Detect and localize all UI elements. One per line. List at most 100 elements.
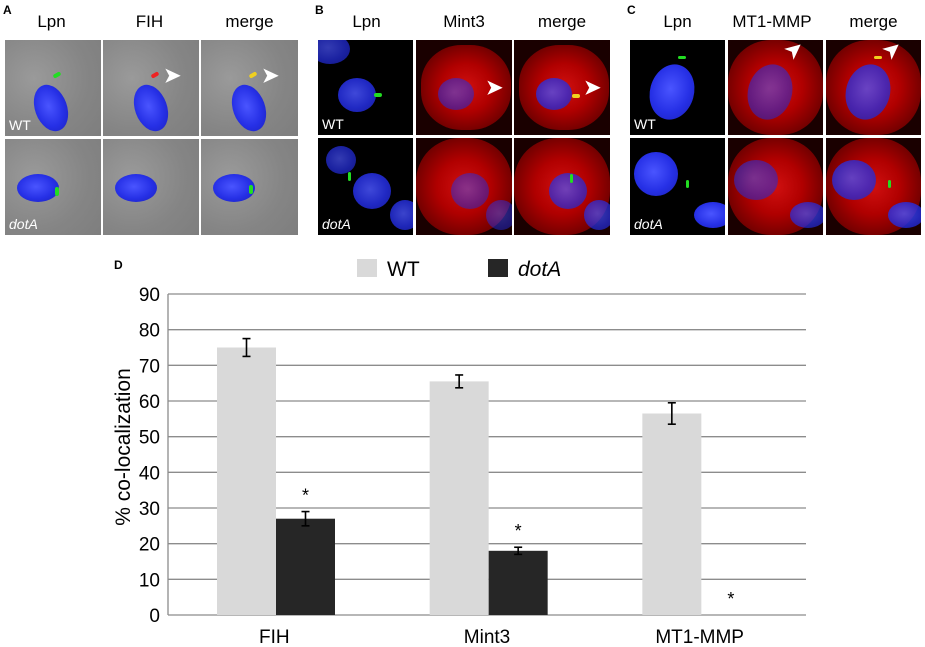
- significance-asterisk: *: [515, 521, 522, 541]
- micrograph-b-dota-lpn: dotA: [318, 138, 413, 235]
- legend-label: WT: [387, 258, 420, 281]
- micrograph-a-dota-fih: [103, 139, 199, 235]
- nucleus: [353, 173, 391, 209]
- micrograph-c-wt-lpn: WT: [630, 40, 725, 135]
- bacterium-spot: [248, 71, 258, 79]
- panel-letter-d: D: [114, 258, 123, 272]
- legend-label: dotA: [518, 258, 561, 281]
- nucleus: [734, 160, 778, 200]
- panel-letter-a: A: [3, 3, 12, 17]
- micrograph-b-wt-merge: ➤: [514, 40, 610, 135]
- col-label-a-merge: merge: [225, 12, 274, 31]
- nucleus: [790, 202, 823, 228]
- col-label-b-merge: merge: [537, 12, 587, 31]
- nucleus: [225, 79, 273, 136]
- row-label-dota: dotA: [9, 216, 38, 232]
- bacterium-spot: [150, 71, 160, 79]
- nucleus: [390, 200, 413, 230]
- y-tick-label: 10: [139, 570, 160, 591]
- nucleus: [584, 200, 610, 230]
- error-bar: [514, 546, 523, 556]
- nucleus: [451, 173, 489, 209]
- y-tick-label: 0: [149, 606, 160, 627]
- bacterium-spot: [55, 187, 59, 196]
- y-tick-label: 40: [139, 463, 160, 484]
- nucleus: [338, 78, 376, 112]
- nucleus: [438, 78, 474, 110]
- bacterium-spot: [570, 174, 573, 183]
- y-tick-labels: 0 10 20 30 40 50 60 70 80 90: [139, 285, 160, 627]
- bar-dota-mint3: [488, 550, 548, 615]
- row-label-wt: WT: [322, 116, 344, 132]
- nucleus: [832, 160, 876, 200]
- nucleus: [694, 202, 725, 228]
- micrograph-b-wt-lpn: WT: [318, 40, 413, 135]
- bar-wt-mt1-mmp: [642, 413, 702, 615]
- col-label-a-fih: FIH: [135, 12, 164, 31]
- legend-swatch: [488, 259, 508, 277]
- x-tick-label: Mint3: [464, 627, 510, 647]
- legend-swatch: [357, 259, 377, 277]
- micrograph-a-dota-merge: [201, 139, 298, 235]
- row-label-wt: WT: [634, 116, 656, 132]
- col-label-b-mint3: Mint3: [443, 12, 485, 31]
- y-tick-label: 20: [139, 535, 160, 556]
- bacterium-spot: [348, 172, 351, 181]
- row-label-dota: dotA: [322, 216, 351, 232]
- nucleus: [634, 152, 678, 196]
- y-tick-label: 30: [139, 499, 160, 520]
- chart-bars: * * *: [217, 337, 734, 615]
- x-tick-labels: FIH Mint3 MT1-MMP: [259, 627, 744, 647]
- col-label-a-lpn: Lpn: [37, 12, 66, 31]
- micrograph-c-wt-mt1mmp: ➤: [728, 40, 823, 135]
- bacterium-spot: [686, 180, 689, 188]
- bacterium-spot: [874, 56, 882, 59]
- col-label-c-merge: merge: [849, 12, 898, 31]
- arrow-icon: ➤: [486, 77, 503, 99]
- error-bar: [667, 401, 676, 425]
- micrograph-c-dota-lpn: dotA: [630, 138, 725, 235]
- error-bar: [242, 337, 251, 358]
- col-label-b-lpn: Lpn: [352, 12, 381, 31]
- nucleus: [213, 174, 255, 202]
- micrograph-b-dota-merge: [514, 138, 610, 235]
- micrograph-a-wt-fih: ➤: [103, 40, 199, 136]
- nucleus: [326, 146, 356, 174]
- nucleus: [486, 200, 512, 230]
- nucleus: [115, 174, 157, 202]
- micrograph-c-dota-mt1mmp: [728, 138, 823, 235]
- panel-letter-c: C: [627, 3, 636, 17]
- micrograph-a-dota-lpn: dotA: [5, 139, 101, 235]
- nucleus: [549, 173, 587, 209]
- nucleus: [888, 202, 921, 228]
- bacterium-spot: [374, 93, 382, 97]
- bacterium-spot: [888, 180, 891, 188]
- nucleus: [127, 79, 175, 136]
- chart-legend: WT dotA: [357, 258, 561, 281]
- bar-wt-mint3: [429, 381, 489, 615]
- error-bar: [455, 374, 464, 389]
- colocalization-bar-chart: WT dotA 0 10 20 30 40 50 60 70 80 90 * * * FIH Mint3 M…: [112, 258, 806, 647]
- micrograph-a-wt-merge: ➤: [201, 40, 298, 136]
- significance-asterisk: *: [727, 589, 734, 609]
- micrograph-a-wt-lpn: WT: [5, 40, 101, 136]
- error-bar: [301, 510, 310, 527]
- x-tick-label: MT1-MMP: [655, 627, 744, 647]
- y-tick-label: 70: [139, 356, 160, 377]
- arrow-icon: ➤: [262, 65, 279, 87]
- micrograph-c-dota-merge: [826, 138, 921, 235]
- arrow-icon: ➤: [584, 77, 601, 99]
- bacterium-spot: [678, 56, 686, 59]
- arrow-icon: ➤: [164, 65, 181, 87]
- nucleus: [318, 40, 350, 64]
- bacterium-spot: [249, 185, 253, 194]
- nucleus: [17, 174, 59, 202]
- bacterium-spot: [52, 71, 62, 79]
- y-tick-label: 60: [139, 392, 160, 413]
- panel-letter-b: B: [315, 3, 324, 17]
- y-tick-label: 90: [139, 285, 160, 306]
- y-tick-label: 80: [139, 321, 160, 342]
- micrograph-b-dota-mint3: [416, 138, 512, 235]
- bar-dota-fih: [276, 518, 335, 615]
- bar-wt-fih: [217, 347, 276, 615]
